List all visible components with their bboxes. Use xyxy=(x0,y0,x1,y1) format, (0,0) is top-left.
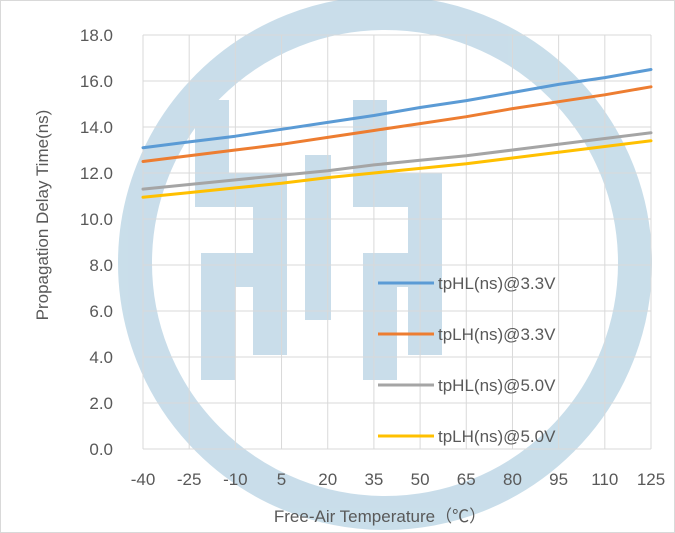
x-tick-label: 110 xyxy=(591,470,618,489)
legend-label: tpHL(ns)@5.0V xyxy=(438,376,556,395)
x-tick-label: 95 xyxy=(549,470,568,489)
legend: tpHL(ns)@3.3V tpLH(ns)@3.3V tpHL(ns)@5.0V t… xyxy=(378,274,556,446)
y-tick-label: 12.0 xyxy=(80,164,113,183)
y-tick-label: 0.0 xyxy=(89,440,113,459)
y-tick-label: 16.0 xyxy=(80,72,113,91)
x-axis-title: Free-Air Temperature（℃） xyxy=(274,507,486,526)
y-tick-label: 8.0 xyxy=(89,256,113,275)
series-line-1 xyxy=(141,68,653,150)
y-tick-label: 6.0 xyxy=(89,302,113,321)
series-line-2 xyxy=(141,85,653,163)
y-tick-label: 4.0 xyxy=(89,348,113,367)
x-tick-label: 35 xyxy=(364,470,383,489)
x-tick-label: -25 xyxy=(177,470,202,489)
series-line-4 xyxy=(141,139,653,199)
y-tick-label: 18.0 xyxy=(80,26,113,45)
x-tick-label: -10 xyxy=(223,470,248,489)
legend-label: tpLH(ns)@5.0V xyxy=(438,427,556,446)
x-tick-label: 20 xyxy=(318,470,337,489)
x-tick-label: 125 xyxy=(637,470,665,489)
x-tick-label: 80 xyxy=(503,470,522,489)
x-tick-label: -40 xyxy=(131,470,156,489)
x-tick-label: 50 xyxy=(411,470,430,489)
gridlines xyxy=(142,34,652,450)
series-line-3 xyxy=(141,131,653,191)
y-tick-label: 10.0 xyxy=(80,210,113,229)
x-tick-label: 65 xyxy=(457,470,476,489)
y-axis-ticks: 0.0 2.0 4.0 6.0 8.0 10.0 12.0 14.0 16.0 18.0 xyxy=(80,26,113,459)
legend-label: tpLH(ns)@3.3V xyxy=(438,325,556,344)
x-tick-label: 5 xyxy=(277,470,286,489)
x-axis-ticks: -40 -25 -10 5 20 35 50 65 80 95 110 125 xyxy=(131,470,665,489)
logo-watermark xyxy=(118,0,652,530)
legend-label: tpHL(ns)@3.3V xyxy=(438,274,556,293)
y-tick-label: 2.0 xyxy=(89,394,113,413)
series-lines xyxy=(141,68,653,199)
y-axis-title: Propagation Delay Time(ns) xyxy=(33,110,52,321)
y-tick-label: 14.0 xyxy=(80,118,113,137)
